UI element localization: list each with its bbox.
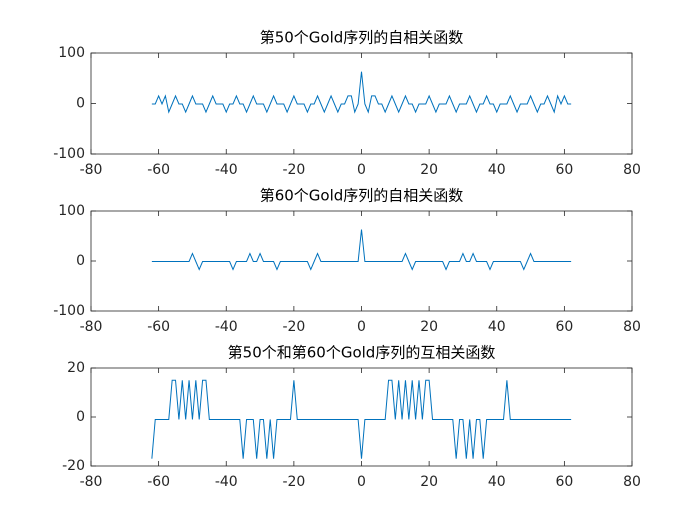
x-tick-label: 80 [623, 162, 641, 178]
data-line [151, 379, 572, 459]
x-tick-label: 20 [420, 162, 438, 178]
x-tick-label: 20 [420, 474, 438, 490]
axes-box [90, 367, 633, 467]
x-tick-label: -80 [80, 162, 103, 178]
x-tick-label: 0 [357, 319, 366, 335]
x-tick-label: 60 [555, 319, 573, 335]
x-tick-label: -20 [282, 162, 305, 178]
x-tick-label: 20 [420, 319, 438, 335]
x-tick-label: 40 [488, 319, 506, 335]
y-tick-label: 0 [76, 96, 85, 112]
x-tick-label: -40 [215, 162, 238, 178]
chart-title: 第50个和第60个Gold序列的互相关函数 [228, 344, 496, 362]
x-tick-label: -80 [80, 474, 103, 490]
x-tick-label: 60 [555, 474, 573, 490]
chart-title: 第60个Gold序列的自相关函数 [260, 187, 464, 205]
y-tick-label: -20 [62, 458, 85, 474]
x-tick-label: -60 [147, 319, 170, 335]
y-tick-label: -100 [53, 303, 85, 319]
x-tick-label: -40 [215, 319, 238, 335]
data-line [151, 229, 572, 271]
x-tick-label: 0 [357, 474, 366, 490]
y-tick-label: -100 [53, 146, 85, 162]
y-tick-label: 100 [58, 203, 85, 219]
data-line [151, 71, 572, 114]
y-tick-label: 0 [76, 409, 85, 425]
chart-title: 第50个Gold序列的自相关函数 [260, 29, 464, 47]
x-tick-label: 60 [555, 162, 573, 178]
x-tick-label: 80 [623, 474, 641, 490]
y-tick-label: 100 [58, 45, 85, 61]
x-tick-label: -60 [147, 162, 170, 178]
x-tick-label: -60 [147, 474, 170, 490]
x-tick-label: 80 [623, 319, 641, 335]
x-tick-label: -20 [282, 474, 305, 490]
x-tick-label: -80 [80, 319, 103, 335]
y-tick-label: 20 [67, 360, 85, 376]
x-tick-label: 40 [488, 474, 506, 490]
x-tick-label: -20 [282, 319, 305, 335]
y-tick-label: 0 [76, 253, 85, 269]
x-tick-label: 40 [488, 162, 506, 178]
x-tick-label: -40 [215, 474, 238, 490]
x-tick-label: 0 [357, 162, 366, 178]
